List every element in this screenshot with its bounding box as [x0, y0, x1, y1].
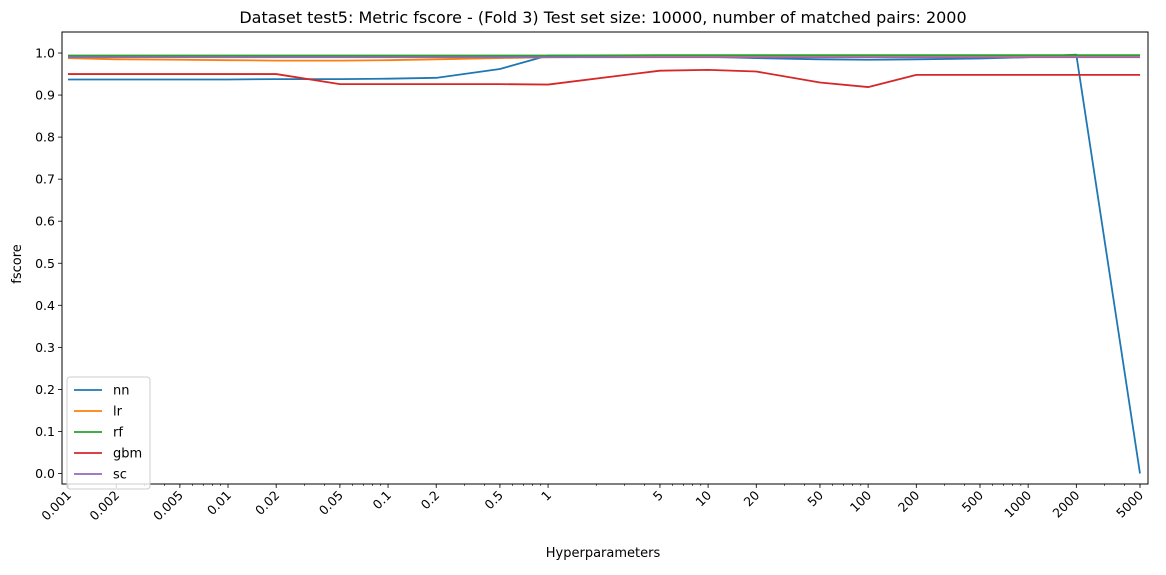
chart-title: Dataset test5: Metric fscore - (Fold 3) …: [239, 8, 966, 27]
legend-label-gbm: gbm: [113, 447, 142, 462]
y-tick-label: 0.6: [35, 214, 55, 229]
y-tick-label: 0.2: [35, 382, 55, 397]
y-axis-label: fscore: [10, 244, 25, 284]
y-tick-label: 0.7: [35, 172, 55, 187]
y-tick-label: 1.0: [35, 46, 55, 61]
y-tick-label: 0.0: [35, 466, 55, 481]
x-axis-label: Hyperparameters: [546, 546, 661, 561]
legend: nn lr rf gbm sc: [67, 377, 150, 489]
y-tick-label: 0.9: [35, 88, 55, 103]
y-tick-label: 0.8: [35, 130, 55, 145]
y-tick-label: 0.5: [35, 256, 55, 271]
y-tick-label: 0.4: [35, 298, 55, 313]
legend-label-nn: nn: [113, 384, 129, 399]
y-tick-label: 0.1: [35, 424, 55, 439]
y-tick-label: 0.3: [35, 340, 55, 355]
legend-label-rf: rf: [113, 426, 123, 441]
legend-label-lr: lr: [113, 405, 123, 420]
legend-label-sc: sc: [113, 468, 127, 483]
legend-box: [67, 377, 150, 489]
